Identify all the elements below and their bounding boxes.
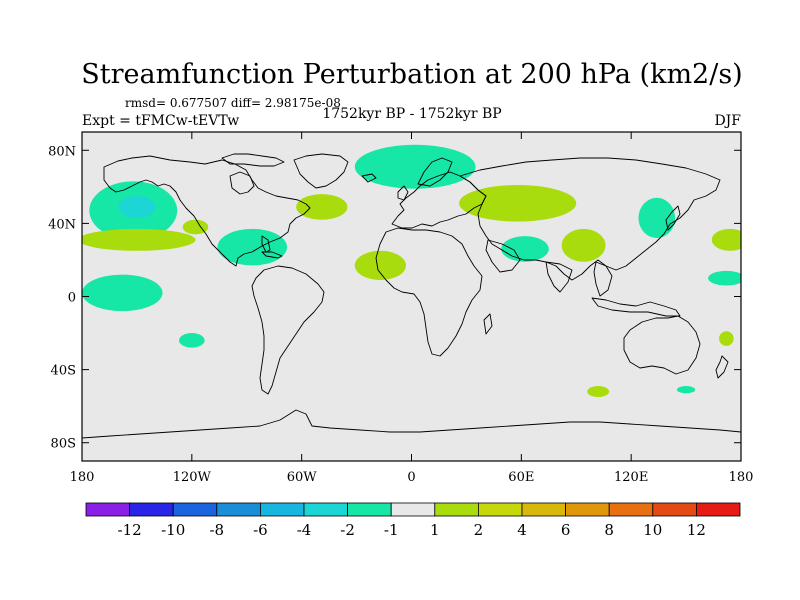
experiment-label: Expt = tFMCw-tEVTw — [82, 113, 239, 129]
x-tick-label: 120E — [614, 470, 648, 485]
contour-region-east-pacific-tail — [182, 219, 209, 235]
colorbar-swatch — [434, 502, 479, 517]
coastline-cuba — [261, 251, 283, 259]
colorbar-label: -12 — [118, 521, 142, 539]
colorbar-label: 2 — [474, 521, 484, 539]
coastline-new-zealand — [715, 355, 729, 379]
y-tick-label: 80N — [48, 144, 76, 159]
colorbar: -12 -10 -8 -6 -4 -2 -1 1 2 4 6 8 10 12 — [85, 502, 741, 539]
x-tick-label: 60W — [287, 470, 318, 485]
colorbar-swatch — [216, 502, 261, 517]
contour-region-south-pacific-patch — [179, 333, 205, 348]
coastline-arabia — [485, 239, 521, 273]
y-tick-label: 0 — [68, 291, 76, 306]
coastline-arctic-islands — [221, 153, 285, 167]
colorbar-label: 12 — [687, 521, 706, 539]
colorbar-swatch — [259, 502, 305, 517]
contour-region-subtropical-pacific-band — [82, 228, 196, 251]
colorbar-swatch — [652, 502, 697, 517]
colorbar-label: 6 — [561, 521, 571, 539]
coastline-indonesia — [591, 297, 681, 317]
colorbar-label: -8 — [209, 521, 224, 539]
colorbar-swatch — [696, 502, 741, 517]
colorbar-swatch — [172, 502, 218, 517]
colorbar-label: -1 — [384, 521, 399, 539]
colorbar-label: -10 — [161, 521, 185, 539]
colorbar-label: 10 — [643, 521, 662, 539]
contour-region-indian-ocean-south — [587, 386, 610, 398]
contour-region-north-pacific-core — [118, 195, 156, 218]
coastline-scandinavia — [417, 157, 453, 187]
colorbar-swatch — [521, 502, 566, 517]
coastlines — [82, 153, 741, 439]
coastline-north-america — [103, 155, 311, 267]
colorbar-swatch — [565, 502, 610, 517]
coastline-madagascar — [483, 313, 493, 335]
contour-region-new-zealand-patch — [719, 331, 734, 346]
colorbar-swatch — [129, 502, 174, 517]
season-label: DJF — [714, 113, 741, 129]
colorbar-label: 8 — [604, 521, 614, 539]
axis-ticks: 180 120W 60W 0 60E 120E 180 80N 40N 0 40S 80S — [48, 132, 753, 485]
contour-region-north-atlantic-west — [296, 194, 348, 220]
coastline-greenland — [293, 153, 349, 189]
coastline-australia — [623, 315, 701, 375]
contour-region-east-asia — [638, 197, 676, 239]
contour-region-eurasia-band — [459, 185, 577, 222]
coastline-british-isles — [397, 185, 409, 201]
colorbar-swatch — [303, 502, 348, 517]
y-tick-label: 40S — [51, 364, 76, 379]
colorbar-swatch — [85, 502, 130, 517]
coastline-india — [545, 261, 573, 293]
period-label: 1752kyr BP - 1752kyr BP — [322, 106, 501, 122]
colorbar-label: -6 — [253, 521, 268, 539]
contour-layer — [82, 144, 741, 398]
x-tick-label: 180 — [729, 470, 754, 485]
contour-region-arctic-north-atlantic — [354, 144, 476, 189]
colorbar-swatch — [390, 502, 436, 517]
coastline-florida — [261, 235, 271, 253]
contour-region-southern-ocean-tasman — [676, 386, 696, 394]
x-tick-label: 180 — [70, 470, 95, 485]
coastline-antarctica — [82, 409, 741, 439]
x-tick-label: 60E — [508, 470, 534, 485]
contour-region-tropical-north-africa — [354, 250, 407, 281]
colorbar-label: 4 — [517, 521, 527, 539]
coastline-africa — [375, 227, 483, 357]
coastline-hudson-bay — [229, 171, 255, 195]
stats-label: rmsd= 0.677507 diff= 2.98175e-08 — [125, 96, 341, 110]
coastline-japan — [665, 205, 681, 231]
colorbar-label: -2 — [340, 521, 355, 539]
y-tick-label: 40N — [48, 217, 76, 232]
contour-region-tropical-west-pacific-edge — [708, 270, 741, 286]
coastline-south-america — [251, 265, 325, 395]
colorbar-label: 1 — [430, 521, 440, 539]
map-panel: 180 120W 60W 0 60E 120E 180 80N 40N 0 40S 80S — [48, 131, 753, 485]
colorbar-swatch — [347, 502, 392, 517]
y-tick-label: 80S — [51, 437, 76, 452]
contour-region-tropical-east-pacific — [82, 274, 163, 312]
coastline-southeast-asia — [593, 261, 613, 297]
map-title: Streamfunction Perturbation at 200 hPa (… — [81, 59, 742, 90]
coastline-iceland — [361, 173, 377, 183]
colorbar-swatch — [608, 502, 654, 517]
contour-region-north-west-pacific-edge — [711, 228, 741, 251]
coastline-asia — [459, 157, 721, 281]
x-tick-label: 0 — [407, 470, 415, 485]
contour-region-south-asia — [561, 228, 606, 262]
colorbar-swatch — [477, 502, 523, 517]
x-tick-label: 120W — [173, 470, 212, 485]
colorbar-label: -4 — [297, 521, 312, 539]
contour-region-middle-east — [501, 236, 549, 262]
